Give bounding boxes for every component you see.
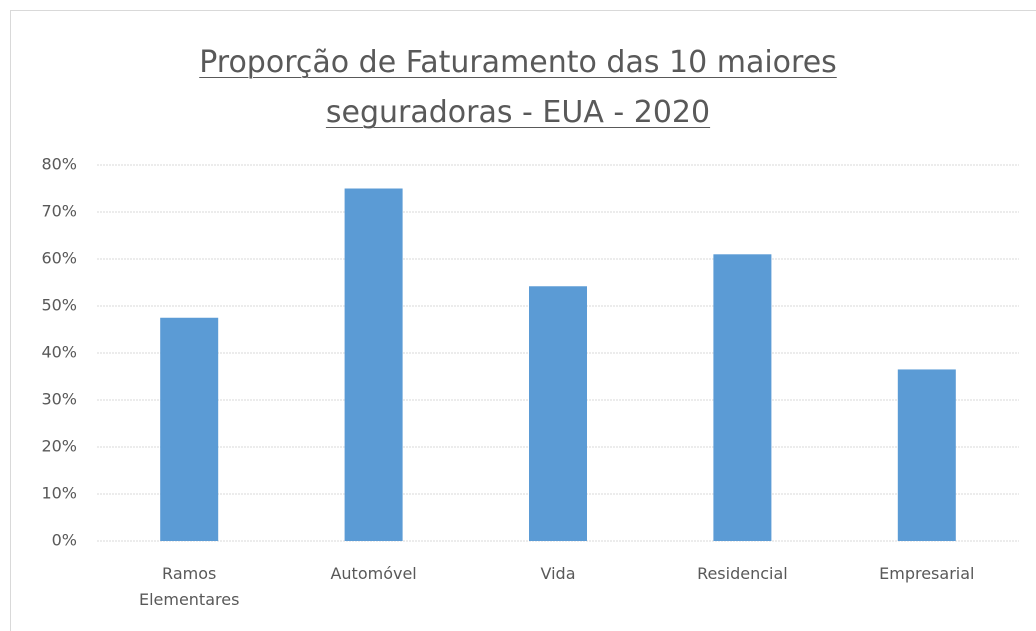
bar	[713, 254, 772, 542]
y-tick-label: 10%	[41, 484, 77, 503]
y-tick-label: 80%	[41, 155, 77, 174]
bar	[344, 188, 403, 541]
y-tick-label: 0%	[52, 531, 77, 550]
x-tick-label: Automóvel	[330, 564, 417, 583]
x-tick-label: Residencial	[697, 564, 788, 583]
chart-title: Proporção de Faturamento das 10 maiores …	[199, 45, 837, 130]
y-tick-label: 30%	[41, 390, 77, 409]
y-tick-label: 60%	[41, 249, 77, 268]
x-tick-label: Vida	[540, 564, 576, 583]
y-tick-label: 40%	[41, 343, 77, 362]
x-tick-label: Empresarial	[879, 564, 975, 583]
bar	[897, 369, 956, 541]
bar	[529, 286, 587, 541]
chart-border	[10, 10, 1036, 631]
bar	[160, 317, 219, 541]
y-tick-label: 70%	[41, 202, 77, 221]
x-tick-label: Ramos Elementares	[138, 564, 240, 609]
y-tick-label: 50%	[41, 296, 77, 315]
y-tick-label: 20%	[41, 437, 77, 456]
